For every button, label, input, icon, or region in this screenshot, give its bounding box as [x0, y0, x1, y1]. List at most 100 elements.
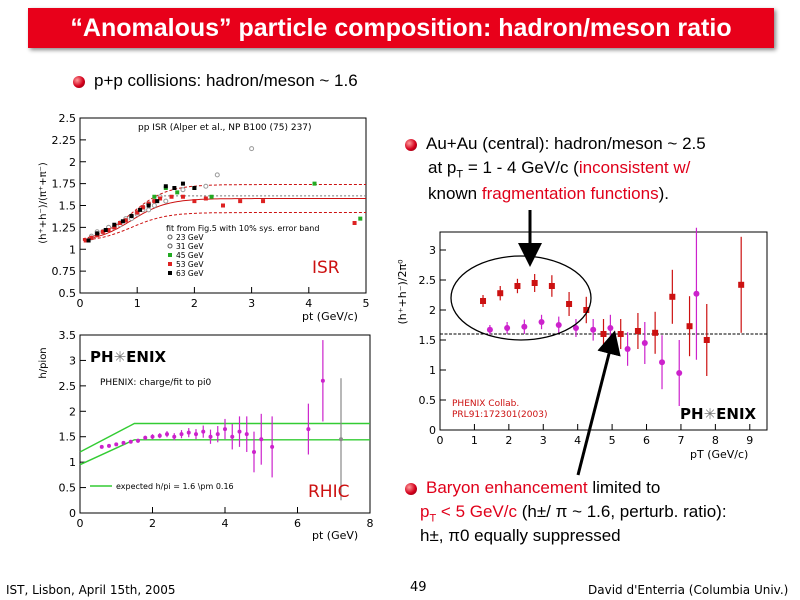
text-baryon-enhancement: Baryon enhancement	[426, 478, 588, 497]
y-tick-label: 0	[69, 507, 76, 520]
auau-chart: 0 1 2 3 4 5 6 7 8 9 0 0.5 1 1.5 2 2.5 3 PHENIX Collab.PRL…	[396, 227, 768, 461]
data-point	[169, 194, 174, 199]
y-tick-label: 2	[69, 156, 76, 169]
slide-title: “Anomalous” particle composition: hadron…	[70, 14, 732, 42]
rhic-chart: 0 2 4 6 8 0 0.5 1 1.5 2 2.5 3 3.5 PH✳ENIX PHENIX: char…	[38, 329, 374, 542]
x-tick-label: 0	[437, 434, 444, 447]
data-point	[480, 298, 487, 304]
data-point	[180, 194, 185, 199]
x-tick-label: 1	[134, 297, 141, 310]
data-point	[158, 196, 163, 201]
text-close-paren: ).	[658, 184, 669, 203]
x-tick-label: 4	[222, 517, 229, 530]
logo-star-icon: ✳	[114, 348, 127, 366]
data-point	[95, 231, 100, 236]
data-point	[600, 331, 607, 337]
data-point	[157, 433, 162, 438]
y-tick-label: 3	[69, 354, 76, 367]
x-tick-label: 7	[677, 434, 684, 447]
data-point	[152, 199, 157, 204]
legend-label: 31 GeV	[176, 242, 204, 251]
fit-curve	[82, 212, 366, 241]
text-5gev: < 5 GeV/c	[436, 502, 517, 521]
data-point	[486, 326, 493, 333]
isr-chart: 0 1 2 3 4 5 0.5 0.75 1 1.25 1.5 1.75 2 2.25 2.5 pp ISR …	[38, 112, 370, 323]
bullet-pp: p+p collisions: hadron/meson ~ 1.6	[94, 71, 358, 90]
bullet-icon	[73, 76, 85, 88]
data-point	[120, 219, 125, 224]
data-point	[146, 207, 152, 213]
legend-marker	[167, 234, 173, 240]
text-at-p: at p	[428, 158, 457, 177]
x-tick-label: 0	[77, 517, 84, 530]
x-tick-label: 5	[609, 434, 616, 447]
legend-label: expected h/pi = 1.6 \pm 0.16	[116, 482, 234, 491]
y-tick-label: 1	[69, 456, 76, 469]
data-point	[230, 434, 235, 439]
data-point	[106, 228, 111, 232]
data-point	[270, 444, 275, 449]
y-tick-label: 3.5	[59, 329, 77, 342]
data-point	[352, 221, 357, 225]
y-axis-label: (h⁺+h⁻)/(π⁺+π⁻)	[38, 162, 49, 244]
panel-label: RHIC	[308, 482, 349, 502]
data-point	[652, 329, 659, 336]
chart-title: pp ISR (Alper et al., NP B100 (75) 237)	[138, 123, 312, 133]
data-point	[172, 434, 177, 439]
fit-curve	[82, 184, 366, 240]
y-tick-label: 1.5	[59, 431, 77, 444]
x-tick-label: 3	[540, 434, 547, 447]
data-point	[208, 434, 213, 439]
highlight-ellipse	[450, 255, 592, 341]
data-point	[107, 443, 111, 448]
collab-note: PHENIX Collab.	[452, 399, 519, 409]
data-point	[538, 319, 545, 325]
legend-marker	[167, 243, 173, 249]
data-point	[128, 439, 133, 444]
data-point	[114, 442, 119, 447]
data-point	[215, 432, 220, 437]
bullet-auau-line2: at pT = 1 - 4 GeV/c (inconsistent w/	[428, 158, 690, 180]
data-point	[152, 194, 157, 199]
data-point	[203, 196, 208, 201]
fit-curve	[82, 198, 366, 240]
data-point	[703, 337, 710, 343]
x-tick-label: 2	[149, 517, 156, 530]
legend-label: 23 GeV	[176, 233, 204, 242]
expected-band	[79, 422, 370, 453]
data-point	[112, 225, 117, 230]
data-point	[121, 440, 126, 445]
footer-left: IST, Lisbon, April 15th, 2005	[6, 583, 176, 597]
data-point	[180, 187, 186, 193]
y-tick-label: 2.25	[52, 134, 77, 147]
phenix-logo: PH✳ENIX	[680, 405, 757, 423]
subscript-t: T	[456, 168, 464, 181]
text-ratio: (h±/ π ~ 1.6, perturb. ratio):	[517, 502, 727, 521]
y-tick-label: 0.75	[52, 265, 77, 278]
data-point	[99, 444, 104, 449]
data-point	[548, 283, 555, 289]
data-point	[143, 435, 148, 440]
y-tick-label: 1.25	[52, 221, 77, 234]
y-tick-label: 2	[69, 405, 76, 418]
x-axis-label: pt (GeV)	[312, 529, 358, 542]
y-axis-label: (h⁺+h⁻)/2π⁰	[396, 259, 409, 325]
legend-marker	[168, 271, 172, 275]
phenix-logo: PH✳ENIX	[90, 348, 167, 366]
data-point	[100, 229, 105, 234]
data-point	[590, 326, 597, 333]
data-point	[238, 199, 243, 204]
data-point	[129, 214, 134, 218]
data-point	[261, 199, 266, 204]
data-point	[138, 207, 143, 212]
footer-right: David d'Enterria (Columbia Univ.)	[588, 583, 789, 597]
data-point	[521, 323, 528, 330]
text-range: = 1 - 4 GeV/c (	[463, 158, 579, 177]
y-tick-label: 2.5	[419, 274, 437, 287]
x-tick-label: 6	[643, 434, 650, 447]
title-bar: “Anomalous” particle composition: hadron…	[28, 8, 774, 48]
data-point	[738, 281, 745, 288]
data-point	[118, 221, 123, 225]
bullet-baryon-line2: pT < 5 GeV/c (h±/ π ~ 1.6, perturb. rati…	[420, 502, 727, 524]
x-tick-label: 3	[248, 297, 255, 310]
